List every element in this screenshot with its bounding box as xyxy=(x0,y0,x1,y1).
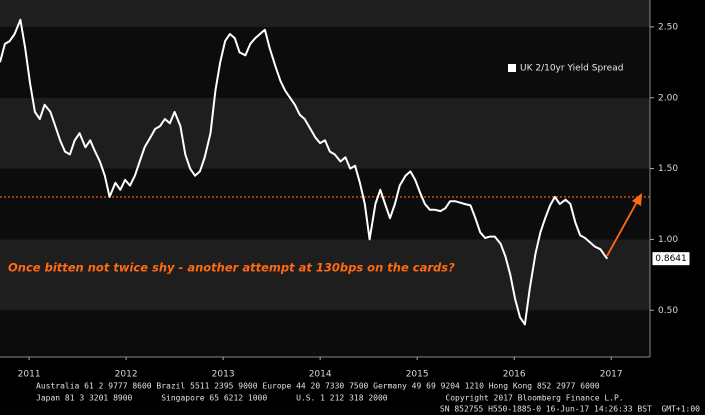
band xyxy=(0,0,650,27)
last-value-label: 0.8641 xyxy=(655,254,687,264)
plot xyxy=(0,18,650,326)
background-bands xyxy=(0,0,650,357)
y-tick-label: 0.50 xyxy=(658,306,678,316)
x-tick-label: 2011 xyxy=(18,370,41,380)
series-line xyxy=(0,18,609,326)
band xyxy=(0,239,650,311)
footer-line: Japan 81 3 3201 8900 Singapore 65 6212 1… xyxy=(36,394,624,403)
footer-line: Australia 61 2 9777 8600 Brazil 5511 239… xyxy=(36,382,600,391)
x-tick-label: 2017 xyxy=(600,370,623,380)
x-tick-label: 2015 xyxy=(406,370,429,380)
y-tick-label: 2.50 xyxy=(658,22,678,32)
x-tick-label: 2012 xyxy=(115,370,138,380)
x-tick-label: 2014 xyxy=(309,370,332,380)
annotation: Once bitten not twice shy - another atte… xyxy=(8,261,455,275)
band xyxy=(0,310,650,357)
arrow-head xyxy=(632,193,642,206)
y-tick-label: 1.50 xyxy=(658,164,678,174)
arrow-shaft xyxy=(606,199,639,257)
x-tick-label: 2013 xyxy=(212,370,235,380)
legend-label: UK 2/10yr Yield Spread xyxy=(520,64,623,74)
y-tick-label: 1.00 xyxy=(658,235,678,245)
band xyxy=(0,168,650,240)
last-value-box xyxy=(651,251,691,267)
y-tick-label: 2.00 xyxy=(658,93,678,103)
footer-line: SN 852755 H550-1885-0 16-Jun-17 14:26:33… xyxy=(440,405,700,414)
band xyxy=(0,26,650,98)
x-tick-label: 2016 xyxy=(503,370,526,380)
legend-swatch xyxy=(508,64,516,72)
band xyxy=(0,97,650,169)
